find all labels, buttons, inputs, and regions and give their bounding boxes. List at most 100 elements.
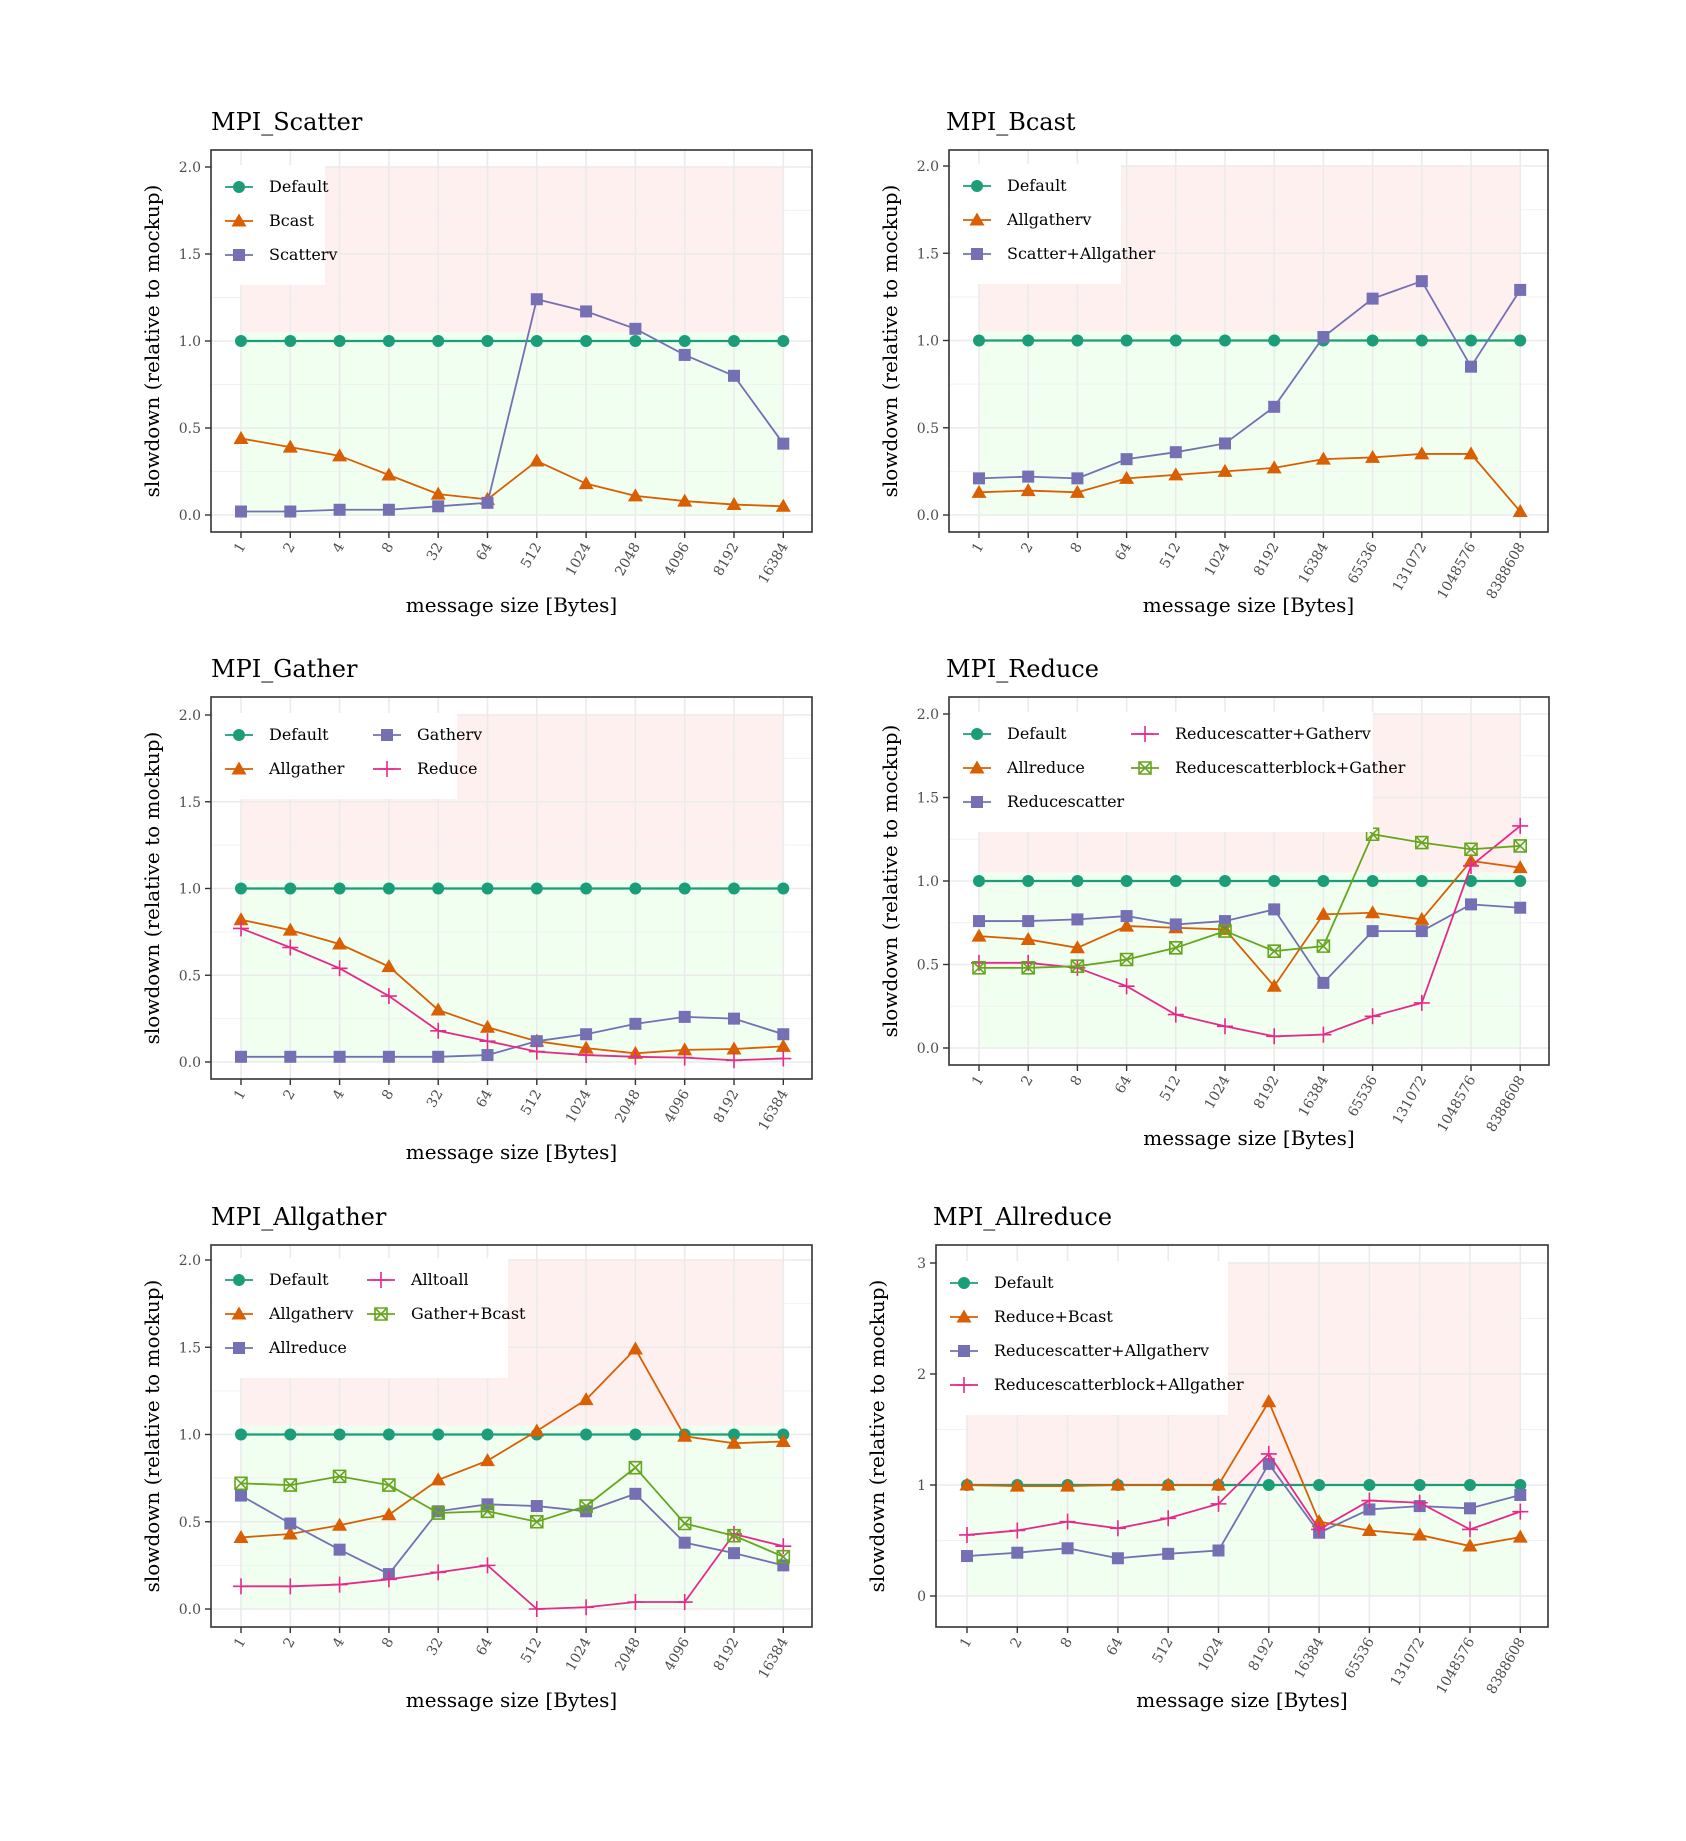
data-point bbox=[1169, 875, 1182, 887]
series-line bbox=[240, 1492, 784, 1576]
faster-region bbox=[241, 332, 784, 515]
data-point bbox=[627, 1341, 643, 1355]
data-point bbox=[627, 1048, 644, 1065]
x-tick-label: 32 bbox=[424, 1087, 447, 1110]
data-point bbox=[728, 882, 740, 895]
series-line bbox=[240, 1347, 784, 1539]
data-point bbox=[1071, 472, 1084, 485]
data-point bbox=[629, 1428, 642, 1441]
x-axis-label: message size [Bytes] bbox=[406, 1140, 617, 1164]
data-point bbox=[529, 453, 545, 467]
legend-key-marker bbox=[379, 761, 395, 777]
data-point bbox=[777, 437, 790, 450]
data-point bbox=[1070, 959, 1085, 973]
data-point bbox=[1160, 1477, 1176, 1491]
y-axis-label: slowdown (relative to mockup) bbox=[878, 185, 902, 498]
data-point bbox=[380, 1571, 397, 1588]
data-point bbox=[1061, 1542, 1074, 1555]
legend-background bbox=[213, 165, 325, 285]
legend-item: Default bbox=[950, 1273, 1054, 1292]
data-point bbox=[234, 1476, 248, 1491]
y-tick-label: 0.5 bbox=[917, 421, 939, 437]
y-axis: 0 1 2 3 slowdown (relative to mockup) bbox=[865, 1256, 936, 1605]
data-point bbox=[1361, 1492, 1378, 1509]
data-point bbox=[1514, 901, 1527, 914]
y-tick-label: 1.5 bbox=[917, 791, 939, 807]
data-point bbox=[580, 1028, 593, 1041]
series-scatterv bbox=[235, 293, 790, 518]
data-point bbox=[726, 1041, 742, 1055]
legend-key-marker bbox=[373, 1272, 389, 1288]
data-point bbox=[233, 912, 249, 926]
legend-item: Bcast bbox=[225, 211, 314, 230]
data-point bbox=[530, 1514, 544, 1529]
data-point bbox=[959, 1477, 975, 1491]
data-point bbox=[971, 484, 987, 498]
legend-item: Reducescatter+Allgatherv bbox=[950, 1341, 1209, 1360]
series-reducescatterblock-gather bbox=[972, 827, 1527, 975]
data-point bbox=[382, 1428, 395, 1441]
data-point bbox=[629, 1017, 642, 1030]
data-point bbox=[1219, 437, 1231, 450]
legend-key-marker bbox=[233, 1274, 245, 1286]
legend-label: Reduce bbox=[417, 759, 478, 778]
data-point bbox=[235, 1050, 247, 1063]
data-point bbox=[578, 1599, 595, 1616]
data-point bbox=[1162, 1547, 1175, 1560]
x-axis-label: message size [Bytes] bbox=[406, 1688, 617, 1712]
data-point bbox=[1311, 1521, 1328, 1538]
data-point bbox=[1464, 1479, 1476, 1491]
data-point bbox=[1268, 400, 1281, 413]
data-point bbox=[627, 1594, 644, 1611]
chart-panel-gather: MPI_Gather Default Allgather Gatherv Reduce 0… bbox=[140, 655, 813, 1164]
data-point bbox=[1512, 1529, 1528, 1543]
data-point bbox=[1366, 334, 1379, 347]
chart-title: MPI_Allgather bbox=[211, 1203, 387, 1231]
y-tick-label: 1.0 bbox=[179, 334, 201, 350]
data-point bbox=[578, 1392, 594, 1406]
y-tick-label: 1.0 bbox=[917, 334, 939, 350]
data-point bbox=[677, 1042, 693, 1056]
data-point bbox=[972, 961, 986, 975]
series-line bbox=[240, 918, 784, 1055]
data-point bbox=[1219, 334, 1231, 347]
data-point bbox=[432, 1505, 445, 1518]
data-point bbox=[333, 1543, 346, 1556]
legend-key-marker bbox=[1138, 761, 1152, 775]
y-tick-label: 0.5 bbox=[917, 958, 939, 974]
x-tick-label: 64 bbox=[473, 540, 496, 564]
data-point bbox=[528, 1043, 545, 1060]
legend-item: Allreduce bbox=[225, 1338, 347, 1357]
data-point bbox=[1315, 1026, 1332, 1043]
data-point bbox=[381, 1507, 397, 1521]
chart-title: MPI_Reduce bbox=[946, 655, 1099, 683]
data-point bbox=[284, 335, 297, 347]
data-point bbox=[530, 882, 543, 895]
data-point bbox=[973, 915, 985, 928]
y-axis-label: slowdown (relative to mockup) bbox=[140, 732, 164, 1045]
data-point bbox=[1168, 467, 1184, 481]
data-point bbox=[1463, 446, 1479, 460]
legend-label: Reducescatter+Allgatherv bbox=[994, 1341, 1209, 1360]
y-tick-label: 2.0 bbox=[179, 160, 201, 176]
series-line bbox=[978, 453, 1521, 513]
data-point bbox=[775, 1050, 792, 1067]
legend-item: Default bbox=[225, 1270, 329, 1289]
data-point bbox=[284, 1517, 297, 1530]
legend-key-marker bbox=[969, 212, 985, 226]
data-point bbox=[1514, 875, 1527, 887]
faster-region bbox=[979, 872, 1521, 1048]
data-point bbox=[382, 503, 395, 516]
data-point bbox=[1411, 1494, 1428, 1511]
data-point bbox=[430, 1564, 447, 1581]
data-point bbox=[1412, 1527, 1428, 1541]
data-point bbox=[973, 472, 985, 485]
x-axis-label: message size [Bytes] bbox=[1143, 1126, 1354, 1150]
data-point bbox=[530, 1500, 543, 1513]
legend-key-marker bbox=[231, 1306, 247, 1320]
data-point bbox=[235, 882, 247, 895]
data-point bbox=[1169, 334, 1182, 347]
data-point bbox=[1217, 1018, 1233, 1035]
legend-label: Gather+Bcast bbox=[411, 1304, 526, 1323]
legend-key-marker bbox=[971, 248, 983, 260]
